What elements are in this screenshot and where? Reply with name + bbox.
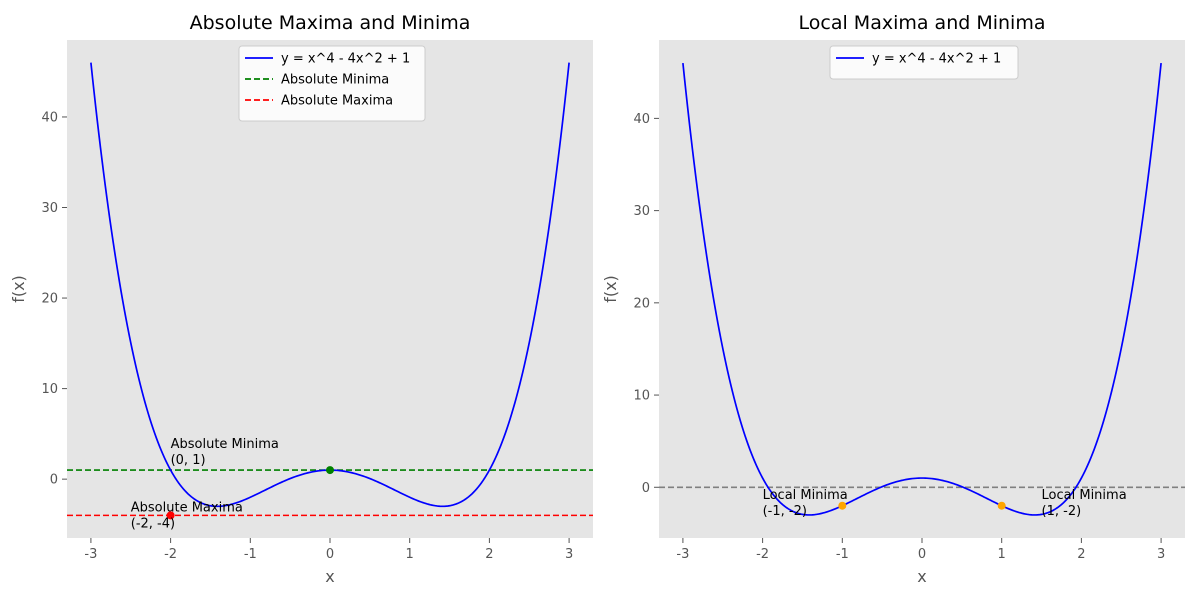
data-point xyxy=(997,501,1006,510)
y-axis-label: f(x) xyxy=(9,275,28,303)
y-tick-label: 40 xyxy=(633,112,650,127)
legend-box xyxy=(238,45,426,122)
x-tick-label: 3 xyxy=(565,547,573,562)
point-annotation: Local Minima xyxy=(763,488,848,503)
x-tick-label: 0 xyxy=(326,547,334,562)
y-tick-label: 20 xyxy=(41,292,58,307)
x-tick-label: -3 xyxy=(676,547,689,562)
x-tick-label: 1 xyxy=(998,547,1006,562)
legend-entry: y = x^4 - 4x^2 + 1 xyxy=(281,52,410,67)
x-tick-label: 3 xyxy=(1157,547,1165,562)
y-tick-label: 30 xyxy=(41,201,58,216)
data-point xyxy=(166,511,175,520)
legend: y = x^4 - 4x^2 + 1 xyxy=(829,45,1019,80)
y-axis-label: f(x) xyxy=(601,275,620,303)
x-tick-label: 2 xyxy=(1077,547,1085,562)
point-annotation: Absolute Minima xyxy=(171,437,279,452)
x-tick-label: -1 xyxy=(244,547,257,562)
x-tick-label: -2 xyxy=(164,547,177,562)
point-annotation: Local Minima xyxy=(1042,488,1127,503)
x-tick-label: 1 xyxy=(406,547,414,562)
plot-area xyxy=(67,40,593,538)
series-line xyxy=(682,62,1162,516)
x-axis-label: x xyxy=(917,567,926,586)
data-point xyxy=(838,501,847,510)
plot-area xyxy=(659,40,1185,538)
point-annotation: (-2, -4) xyxy=(131,516,175,531)
point-annotation: (-1, -2) xyxy=(763,504,807,519)
legend-entry: y = x^4 - 4x^2 + 1 xyxy=(872,52,1001,67)
x-tick-label: -3 xyxy=(84,547,97,562)
data-point xyxy=(326,466,334,475)
x-tick-label: 2 xyxy=(485,547,493,562)
point-annotation: (0, 1) xyxy=(171,453,206,468)
chart-title: Absolute Maxima and Minima xyxy=(190,12,471,34)
y-tick-label: 10 xyxy=(633,389,650,404)
point-annotation: Absolute Maxima xyxy=(131,500,243,515)
legend: y = x^4 - 4x^2 + 1 Absolute Minima Absolut… xyxy=(238,45,426,122)
legend-entry: Absolute Minima xyxy=(281,73,389,88)
y-tick-label: 40 xyxy=(41,110,58,125)
y-tick-label: 10 xyxy=(41,382,58,397)
chart-2: Local Maxima and Minima-3 -2 -1 0 1 2 30102030… xyxy=(601,12,1185,586)
y-tick-label: 20 xyxy=(633,296,650,311)
x-tick-label: -1 xyxy=(836,547,849,562)
chart-1: Absolute Maxima and Minima-3 -2 -1 0 1 2 30102… xyxy=(9,12,593,586)
legend-box xyxy=(829,45,1019,80)
y-tick-label: 0 xyxy=(50,473,58,488)
x-tick-label: 0 xyxy=(918,547,926,562)
point-annotation: (1, -2) xyxy=(1042,504,1082,519)
chart-title: Local Maxima and Minima xyxy=(799,12,1046,34)
y-tick-label: 30 xyxy=(633,204,650,219)
y-tick-label: 0 xyxy=(642,481,650,496)
x-tick-label: -2 xyxy=(756,547,769,562)
x-axis-label: x xyxy=(325,567,334,586)
legend-entry: Absolute Maxima xyxy=(281,94,393,109)
